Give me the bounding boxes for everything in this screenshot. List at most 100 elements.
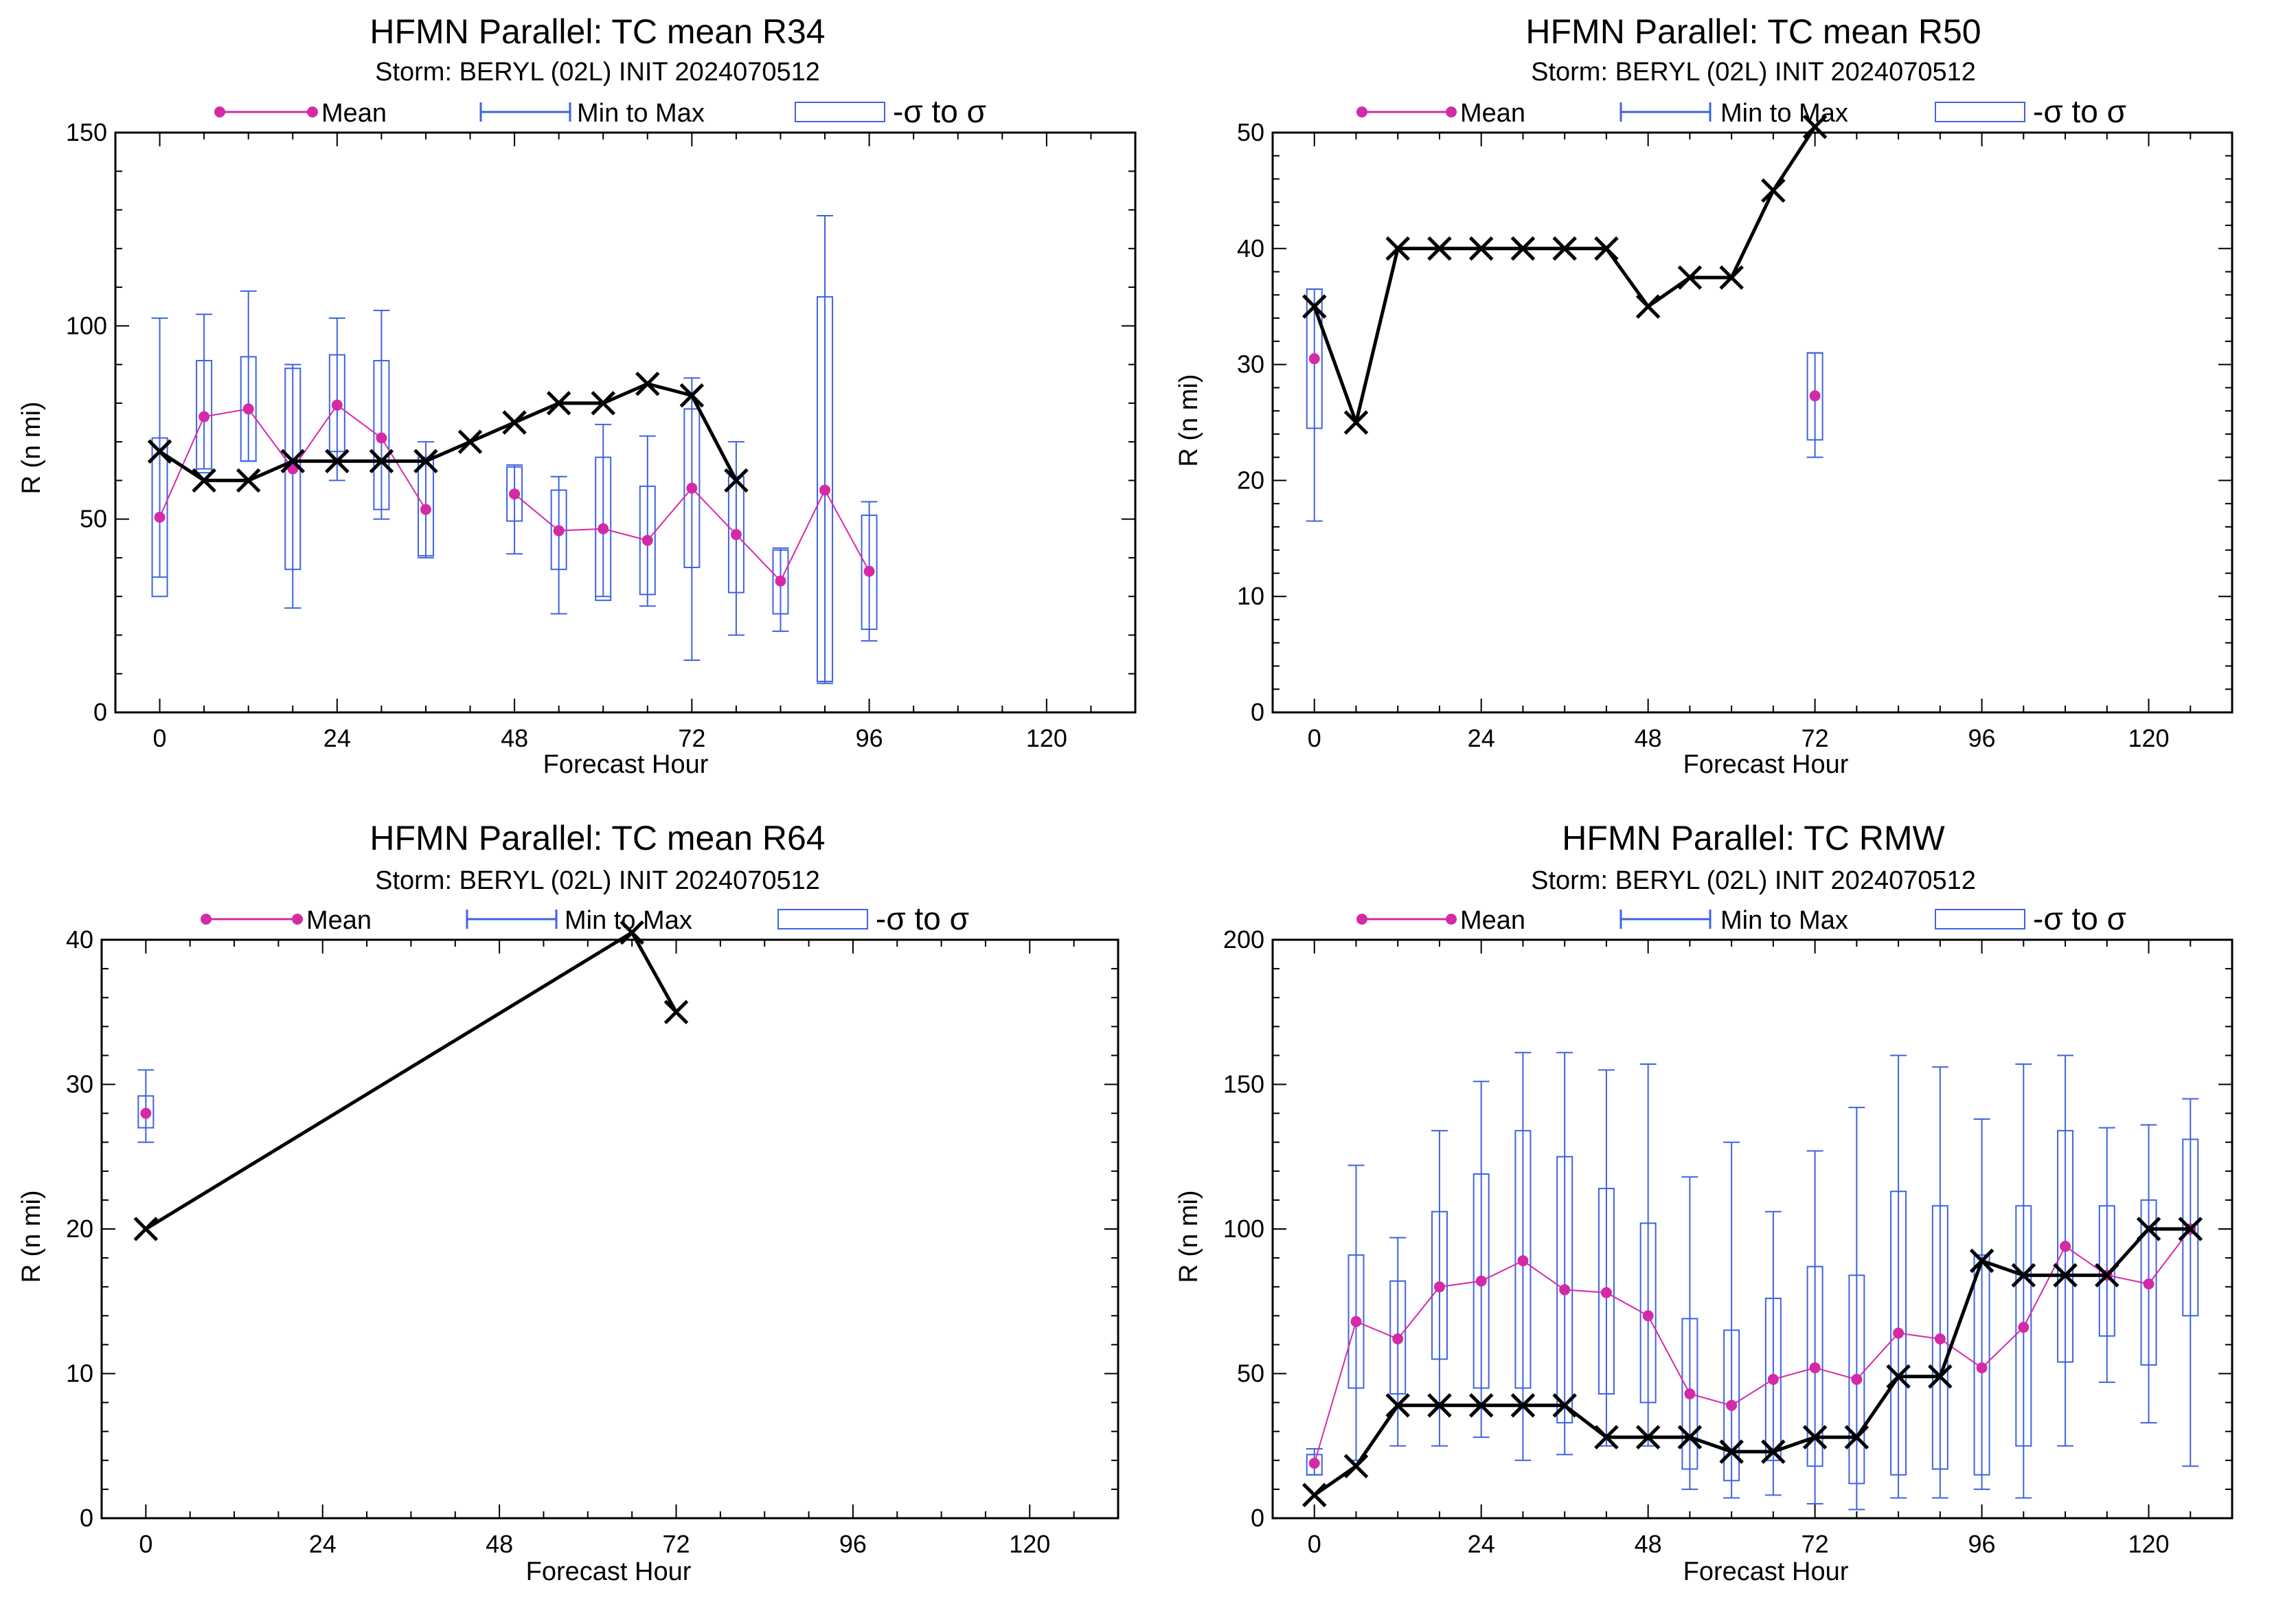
best-track-marker: [1719, 265, 1744, 290]
best-track-marker: [546, 391, 571, 416]
best-track-marker: [1552, 1393, 1577, 1418]
legend-minmax-label: Min to Max: [1720, 99, 1848, 128]
best-track-marker: [1594, 1425, 1619, 1450]
best-track-marker: [2178, 1217, 2203, 1241]
y-tick-label: 10: [1237, 582, 1264, 610]
mean-point: [420, 504, 431, 515]
chart-title-r64: HFMN Parallel: TC mean R64: [370, 819, 825, 857]
legend-rmw: Mean Min to Max -σ to σ: [1356, 901, 2126, 936]
mean-point: [641, 534, 653, 546]
sigma-box: [1306, 288, 1323, 429]
mean-line: [1313, 1228, 2192, 1464]
sigma-box: [772, 549, 789, 615]
legend-r64: Mean Min to Max -σ to σ: [201, 901, 969, 936]
y-axis-label-r50: R (n mi): [1174, 374, 1203, 466]
sigma-box: [1514, 1129, 1532, 1389]
mean-point: [1600, 1287, 1612, 1298]
y-axis-label-r64: R (n mi): [17, 1190, 46, 1283]
x-tick-label: 120: [2128, 1530, 2169, 1558]
mean-point: [1475, 1275, 1487, 1287]
sigma-box: [1389, 1280, 1407, 1395]
best-track-marker: [1427, 1393, 1452, 1418]
best-track-marker: [1468, 1393, 1494, 1418]
best-track-marker: [724, 468, 749, 493]
best-track-marker: [1719, 1439, 1744, 1464]
best-track-marker: [1302, 294, 1327, 319]
best-track-marker: [1802, 1425, 1828, 1450]
chart-title-r34: HFMN Parallel: TC mean R34: [370, 12, 825, 51]
best-track-marker: [1343, 1454, 1369, 1478]
mean-point: [819, 484, 831, 496]
mean-point: [1308, 1458, 1320, 1469]
x-axis-label-r50: Forecast Hour: [1683, 750, 1849, 779]
sigma-box: [1639, 1222, 1657, 1403]
mean-point: [1809, 1362, 1821, 1374]
x-tick-label: 0: [1308, 1530, 1321, 1558]
x-axis-label-r34: Forecast Hour: [543, 750, 709, 779]
mean-point: [1433, 1281, 1445, 1293]
best-track-marker: [679, 383, 705, 408]
best-track-marker: [2095, 1263, 2119, 1288]
sigma-box: [506, 466, 523, 522]
sigma-box: [196, 359, 213, 474]
legend-mean-label: Mean: [1460, 99, 1525, 128]
y-tick-label: 100: [1223, 1215, 1264, 1243]
x-tick-label: 0: [1308, 724, 1321, 752]
x-tick-label: 24: [323, 724, 351, 752]
y-tick-label: 50: [1237, 1360, 1264, 1388]
best-track-marker: [147, 439, 172, 464]
mean-point: [509, 488, 521, 500]
sigma-box: [328, 354, 345, 453]
sigma-box: [1806, 352, 1823, 441]
x-tick-label: 72: [678, 724, 705, 752]
best-track-marker: [1761, 178, 1786, 203]
best-track-marker: [1552, 236, 1577, 261]
best-track-line: [1312, 126, 1817, 425]
plot-area-r50: 0 24 48 72 96 120 0 10 20 30 40 50: [1237, 114, 2234, 752]
sigma-box: [1764, 1298, 1782, 1461]
y-axis-label-rmw: R (n mi): [1174, 1190, 1203, 1283]
mean-point: [376, 432, 387, 444]
best-track-line: [159, 382, 738, 482]
best-track-marker: [1635, 1425, 1661, 1450]
best-track-marker: [635, 371, 660, 396]
best-track-line: [145, 930, 678, 1231]
chart-subtitle-r64: Storm: BERYL (02L) INIT 2024070512: [375, 866, 820, 895]
best-track-marker: [325, 449, 350, 474]
sigma-box: [373, 359, 390, 510]
mean-point: [140, 1107, 152, 1119]
best-track-marker: [591, 391, 615, 416]
sigma-box: [1848, 1274, 1865, 1485]
legend-sigma-label: -σ to σ: [893, 93, 986, 129]
chart-subtitle-r50: Storm: BERYL (02L) INIT 2024070512: [1531, 58, 1976, 87]
x-axis-label-r64: Forecast Hour: [526, 1557, 692, 1586]
best-track-marker: [1510, 236, 1536, 261]
mean-point: [1559, 1284, 1571, 1296]
x-tick-label: 96: [839, 1530, 867, 1558]
best-track-marker: [1343, 410, 1369, 435]
legend-r34: Mean Min to Max -σ to σ: [214, 93, 986, 129]
y-tick-label: 10: [66, 1360, 93, 1388]
plot-frame: [100, 938, 1119, 1520]
legend-minmax-label: Min to Max: [577, 99, 705, 128]
x-tick-label: 48: [1635, 1530, 1662, 1558]
plot-frame: [1271, 938, 2234, 1520]
mean-point: [1642, 1310, 1654, 1322]
mean-point: [1726, 1399, 1738, 1411]
y-tick-label: 50: [1237, 118, 1264, 146]
sigma-box: [2098, 1205, 2115, 1337]
best-track-marker: [413, 449, 438, 474]
best-track-marker: [2053, 1263, 2078, 1288]
panel-r34: HFMN Parallel: TC mean R34 Storm: BERYL …: [17, 12, 1137, 779]
legend-mean-label: Mean: [1460, 906, 1525, 935]
sigma-box: [417, 456, 434, 557]
best-track-marker: [1677, 265, 1703, 290]
best-track-marker: [1594, 236, 1619, 261]
sigma-box: [1473, 1173, 1490, 1389]
best-track-marker: [192, 468, 216, 493]
mean-point: [198, 411, 210, 422]
x-tick-label: 24: [1468, 1530, 1495, 1558]
mean-point: [775, 575, 786, 587]
best-track-marker: [1844, 1425, 1869, 1450]
best-track-marker: [2136, 1217, 2161, 1241]
